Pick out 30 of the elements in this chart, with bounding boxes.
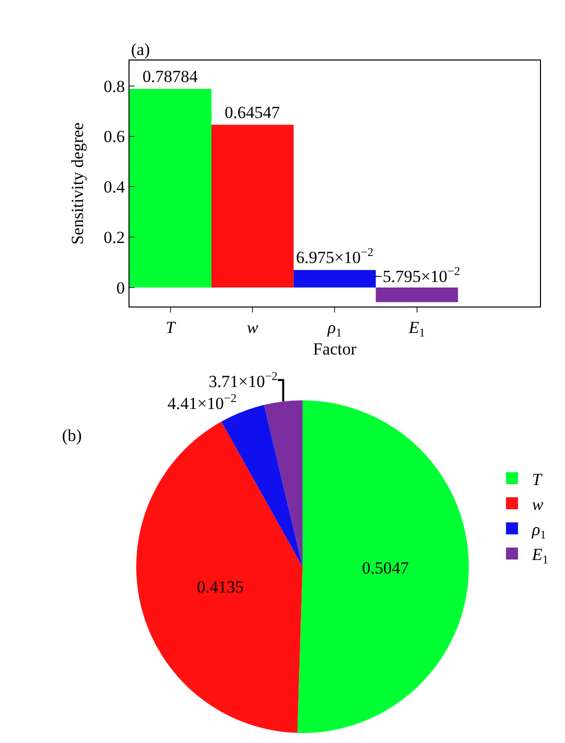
pie-slice — [297, 400, 469, 733]
legend-label: w — [532, 494, 544, 514]
bar — [129, 88, 212, 288]
data-label: 0.4135 — [196, 577, 244, 596]
x-tick-label: T — [166, 318, 177, 337]
y-tick-label: 0.4 — [104, 178, 126, 197]
pie-slice — [136, 422, 303, 733]
data-label: 0.64547 — [224, 102, 280, 122]
data-label: 3.71×10$^{−2}$ — [208, 368, 278, 392]
text: (a) — [131, 40, 150, 59]
data-label: 0.5047 — [362, 558, 410, 578]
y-tick-label: 0.6 — [104, 127, 125, 146]
x-tick-label: w — [246, 318, 259, 337]
x-tick-label: E$_{1}$ — [408, 318, 426, 340]
y-tick-label: 0 — [116, 278, 125, 298]
data-label: 0.78784 — [142, 66, 198, 86]
text: (b) — [62, 426, 82, 445]
bar — [211, 124, 294, 288]
data-label: 6.975×10$^{−2}$ — [296, 244, 374, 267]
legend-label: T — [532, 470, 543, 489]
data-label: 4.41×10$^{−2}$ — [168, 391, 237, 414]
bar — [376, 288, 458, 302]
legend-label: ρ$_{1}$ — [531, 520, 546, 542]
legend-label: E$_{1}$ — [531, 545, 548, 567]
y-tick-label: 0.2 — [104, 228, 125, 248]
pie-slice — [264, 400, 303, 567]
y-tick-label: 0.8 — [104, 76, 125, 96]
x-axis-title: Factor — [313, 339, 357, 358]
x-tick-label: ρ$_{1}$ — [326, 318, 342, 340]
y-axis-title: Sensitivity degree — [68, 122, 88, 245]
